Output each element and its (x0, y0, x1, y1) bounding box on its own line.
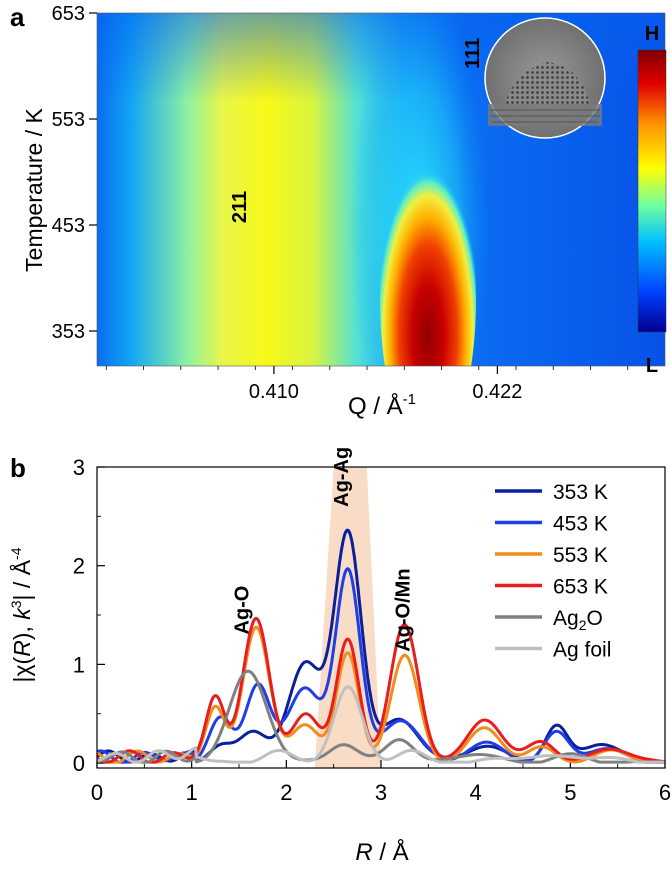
peak-label-211: 211 (229, 191, 251, 223)
line-plot-frame (96, 466, 666, 769)
line-plot-y-axis-label: |χ(R), k3| / Å-4 (8, 547, 35, 682)
x-label-superscript: -1 (403, 391, 416, 408)
line-plot-annotations: Ag-O Ag-Ag Ag-O/Mn (231, 447, 414, 652)
legend: 353 K 453 K 553 K 653 K Ag2O Ag foil (495, 481, 611, 662)
legend-label: Ag foil (553, 639, 611, 662)
tem-inset (484, 17, 606, 139)
peak-111-core (380, 150, 476, 366)
x-tick-label: 0 (91, 780, 103, 805)
heatmap-axes: 353 453 553 653 0.410 0.422 (52, 3, 629, 403)
panel-b-label: b (10, 453, 26, 483)
heatmap-y-tick-label: 453 (52, 215, 85, 237)
line-plot-x-axis-label: R / Å (355, 838, 408, 866)
y-tick-label: 1 (73, 652, 85, 677)
heatmap-y-tick-label: 653 (52, 3, 85, 25)
colorbar (637, 49, 667, 333)
legend-label: 553 K (553, 544, 608, 567)
panel-a-label: a (10, 2, 25, 32)
x-tick-label: 1 (186, 780, 198, 805)
heatmap-x-tick-label: 0.422 (472, 381, 522, 403)
heatmap-y-axis-label: Temperature / K (21, 108, 47, 272)
ag-ag-shaded-region (314, 467, 381, 768)
legend-label: 453 K (553, 513, 608, 536)
annotation-label: Ag-O/Mn (392, 568, 414, 651)
heatmap-x-tick-label: 0.410 (249, 381, 299, 403)
x-tick-label: 5 (564, 780, 576, 805)
y-tick-label: 2 (73, 554, 85, 579)
heatmap-x-axis-label: Q / Å-1 (348, 391, 416, 420)
x-tick-label: 6 (659, 780, 671, 805)
y-tick-label: 0 (73, 751, 85, 776)
peak-label-111: 111 (462, 38, 484, 69)
annotation-label: Ag-O (231, 586, 253, 635)
x-label-text: Q / Å (348, 392, 403, 420)
heatmap-y-tick-label: 553 (52, 109, 85, 131)
legend-label: Ag2O (553, 607, 603, 633)
y-tick-label: 3 (73, 455, 85, 480)
colorbar-low-label: L (646, 355, 658, 377)
legend-label: 353 K (553, 481, 608, 504)
heatmap-y-tick-label: 353 (52, 321, 85, 343)
series-line-ag-o (97, 669, 665, 764)
series-line-ag-foil (97, 685, 665, 764)
x-tick-label: 2 (280, 780, 292, 805)
annotation-label: Ag-Ag (331, 447, 353, 507)
series-line-653-k (97, 616, 665, 764)
line-series-group (97, 528, 665, 764)
x-tick-label: 4 (470, 780, 482, 805)
line-plot-axes: 0 1 2 3 4 5 6 0 1 2 3 (73, 455, 671, 805)
colorbar-high-label: H (645, 23, 659, 45)
legend-label: 653 K (553, 576, 608, 599)
x-tick-label: 3 (375, 780, 387, 805)
